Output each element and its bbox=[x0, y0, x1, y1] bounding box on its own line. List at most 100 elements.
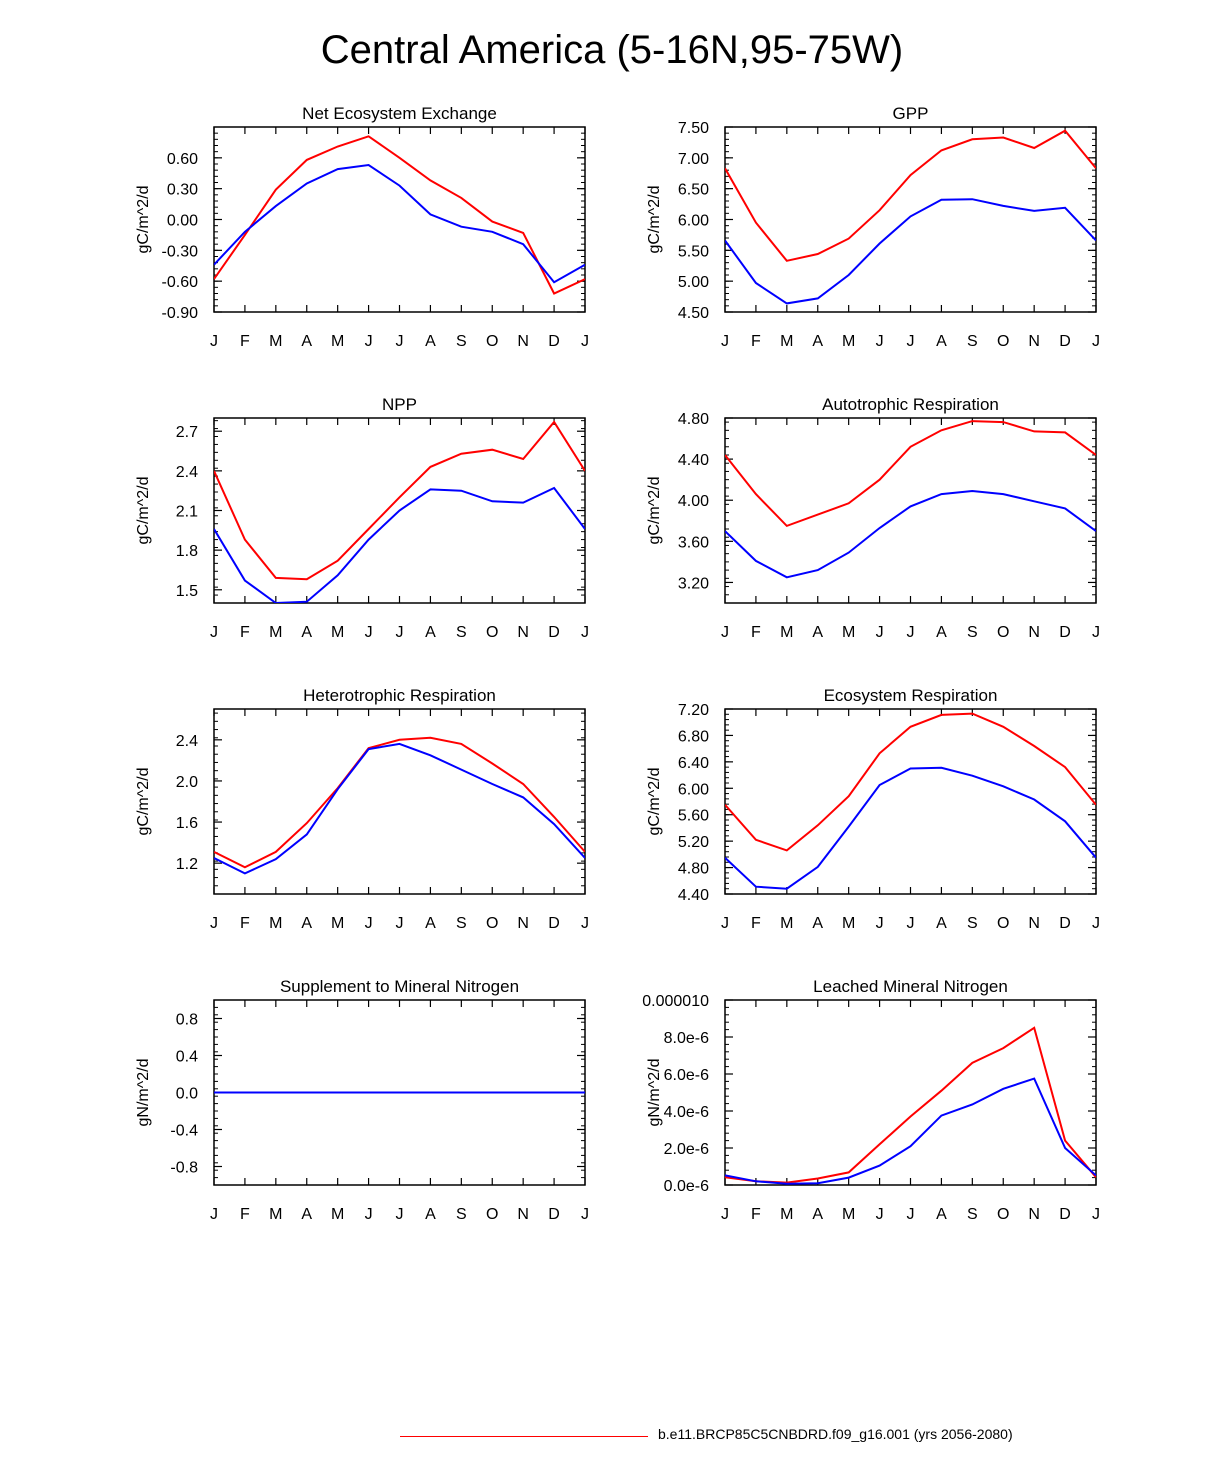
y-tick-label: 6.50 bbox=[678, 182, 709, 199]
x-tick-label: J bbox=[365, 624, 373, 641]
x-tick-label: J bbox=[365, 915, 373, 932]
chart-title: Leached Mineral Nitrogen bbox=[813, 977, 1008, 996]
x-tick-label: J bbox=[721, 333, 729, 350]
x-tick-label: M bbox=[331, 624, 344, 641]
chart-panel-7: Supplement to Mineral Nitrogen gN/m^2/d J F… bbox=[135, 977, 589, 1223]
x-tick-label: M bbox=[269, 624, 282, 641]
chart-panel-8: Leached Mineral Nitrogen gN/m^2/d J F M A M J J A… bbox=[642, 977, 1100, 1223]
x-tick-label: A bbox=[425, 624, 436, 641]
y-tick-label: -0.4 bbox=[170, 1123, 198, 1140]
x-tick-label: A bbox=[936, 624, 947, 641]
x-tick-label: A bbox=[425, 915, 436, 932]
x-tick-label: F bbox=[751, 624, 761, 641]
chart-title: Heterotrophic Respiration bbox=[303, 686, 496, 705]
y-tick-label: -0.90 bbox=[162, 305, 199, 322]
x-tick-label: O bbox=[997, 915, 1009, 932]
y-tick-label: 5.50 bbox=[678, 243, 709, 260]
legend-label: b.e11.BRCP85C5CNBDRD.f09_g16.001 (yrs 20… bbox=[658, 1426, 1013, 1442]
x-tick-label: M bbox=[269, 1206, 282, 1223]
x-tick-label: F bbox=[240, 1206, 250, 1223]
x-tick-label: F bbox=[240, 333, 250, 350]
chart-panel-6: Ecosystem Respiration gC/m^2/d J F M A M J J A S O N… bbox=[646, 686, 1100, 932]
chart-title: Ecosystem Respiration bbox=[824, 686, 998, 705]
x-tick-label: J bbox=[210, 333, 218, 350]
x-tick-label: D bbox=[548, 333, 560, 350]
series-line-red bbox=[725, 420, 1096, 528]
series-line-blue bbox=[725, 1077, 1096, 1185]
x-tick-label: O bbox=[997, 1206, 1009, 1223]
x-tick-label: M bbox=[842, 624, 855, 641]
y-tick-label: 8.0e-6 bbox=[664, 1030, 709, 1047]
x-tick-label: M bbox=[331, 915, 344, 932]
x-tick-label: A bbox=[425, 1206, 436, 1223]
x-tick-label: J bbox=[907, 915, 915, 932]
x-tick-label: S bbox=[456, 915, 467, 932]
x-tick-label: S bbox=[456, 624, 467, 641]
x-tick-label: J bbox=[721, 624, 729, 641]
y-tick-label: 3.20 bbox=[678, 575, 709, 592]
x-tick-label: N bbox=[1028, 333, 1040, 350]
y-tick-label: 0.60 bbox=[167, 151, 198, 168]
y-axis-label: gC/m^2/d bbox=[135, 477, 152, 545]
legend-red-line-swatch bbox=[400, 1436, 648, 1437]
x-tick-label: M bbox=[780, 1206, 793, 1223]
x-tick-label: D bbox=[548, 1206, 560, 1223]
plot-frame bbox=[724, 126, 1097, 313]
x-tick-label: D bbox=[1059, 915, 1071, 932]
x-tick-label: J bbox=[365, 1206, 373, 1223]
y-tick-label: 3.60 bbox=[678, 534, 709, 551]
x-tick-label: A bbox=[812, 333, 823, 350]
y-tick-label: 7.20 bbox=[678, 702, 709, 719]
x-tick-label: F bbox=[240, 624, 250, 641]
series-line-blue bbox=[214, 742, 585, 875]
x-tick-label: F bbox=[751, 333, 761, 350]
y-tick-label: 1.5 bbox=[176, 583, 198, 600]
x-tick-label: J bbox=[581, 1206, 589, 1223]
x-tick-label: A bbox=[301, 624, 312, 641]
y-tick-label: -0.8 bbox=[170, 1160, 198, 1177]
series-line-red bbox=[725, 129, 1096, 262]
y-tick-label: -0.60 bbox=[162, 274, 199, 291]
x-tick-label: M bbox=[780, 333, 793, 350]
y-axis-label: gC/m^2/d bbox=[646, 768, 663, 836]
legend: b.e11.BRCP85C5CNBDRD.f09_g16.001 (yrs 20… bbox=[400, 1426, 1180, 1446]
series-line-red bbox=[214, 420, 585, 581]
x-tick-label: J bbox=[581, 333, 589, 350]
y-tick-label: 6.0e-6 bbox=[664, 1067, 709, 1084]
x-tick-label: A bbox=[812, 624, 823, 641]
chart-title: NPP bbox=[382, 395, 417, 414]
y-tick-label: 4.40 bbox=[678, 452, 709, 469]
y-tick-label: 0.00 bbox=[167, 213, 198, 230]
x-tick-label: S bbox=[967, 1206, 978, 1223]
x-tick-label: O bbox=[486, 624, 498, 641]
x-tick-label: J bbox=[876, 1206, 884, 1223]
plot-frame bbox=[213, 126, 586, 313]
x-tick-label: S bbox=[967, 915, 978, 932]
x-tick-label: J bbox=[396, 624, 404, 641]
y-tick-label: 2.4 bbox=[176, 733, 198, 750]
x-tick-label: M bbox=[842, 915, 855, 932]
y-tick-label: -0.30 bbox=[162, 243, 199, 260]
y-tick-label: 7.50 bbox=[678, 120, 709, 137]
x-tick-label: J bbox=[721, 1206, 729, 1223]
x-tick-label: J bbox=[876, 624, 884, 641]
y-tick-label: 4.40 bbox=[678, 887, 709, 904]
y-axis-label: gN/m^2/d bbox=[646, 1059, 663, 1127]
plot-frame bbox=[724, 708, 1097, 895]
chart-title: Autotrophic Respiration bbox=[822, 395, 999, 414]
y-tick-label: 2.0e-6 bbox=[664, 1141, 709, 1158]
y-tick-label: 2.4 bbox=[176, 464, 198, 481]
y-tick-label: 1.6 bbox=[176, 815, 198, 832]
y-tick-label: 7.00 bbox=[678, 151, 709, 168]
x-tick-label: D bbox=[548, 624, 560, 641]
y-tick-label: 6.00 bbox=[678, 213, 709, 230]
y-tick-label: 4.0e-6 bbox=[664, 1104, 709, 1121]
x-tick-label: A bbox=[936, 333, 947, 350]
y-axis-label: gC/m^2/d bbox=[646, 477, 663, 545]
x-tick-label: J bbox=[721, 915, 729, 932]
x-tick-label: J bbox=[907, 1206, 915, 1223]
x-tick-label: D bbox=[548, 915, 560, 932]
y-tick-label: 5.60 bbox=[678, 808, 709, 825]
x-tick-label: N bbox=[1028, 1206, 1040, 1223]
